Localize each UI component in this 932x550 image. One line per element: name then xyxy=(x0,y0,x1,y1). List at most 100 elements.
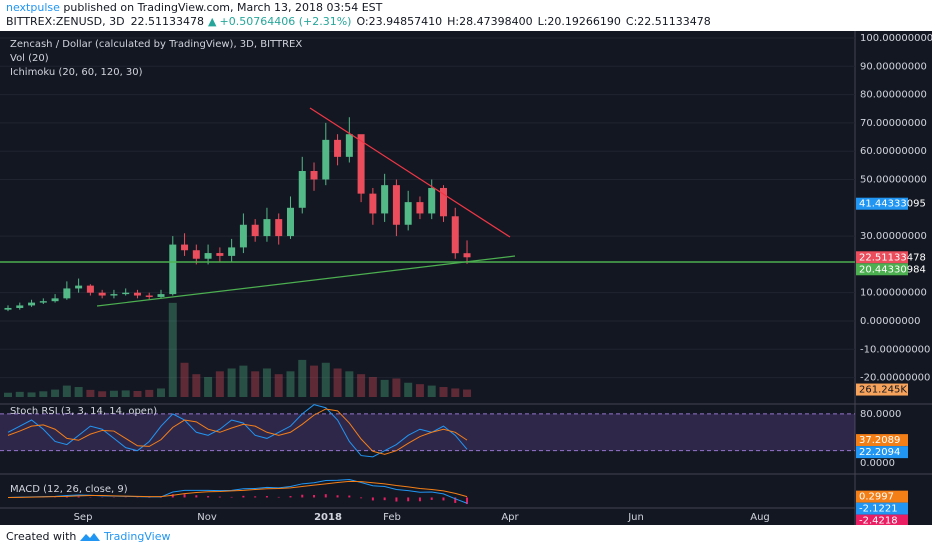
volume-bar xyxy=(15,391,24,397)
volume-bar xyxy=(133,391,142,397)
volume-bar xyxy=(157,388,166,397)
volume-bar xyxy=(145,389,154,397)
up-arrow: ▲ xyxy=(208,15,217,28)
x-tick-label: Aug xyxy=(750,512,770,523)
hist-bar xyxy=(454,497,457,503)
candle-body xyxy=(369,193,377,214)
hist-bar xyxy=(171,494,174,498)
hist-bar xyxy=(65,496,68,498)
hist-bar xyxy=(301,494,304,498)
candle-body xyxy=(286,207,294,237)
candle-body xyxy=(228,247,236,256)
candle-body xyxy=(169,244,177,295)
brand[interactable]: TradingView xyxy=(103,530,170,543)
price-marker xyxy=(856,490,908,503)
candle-body xyxy=(16,305,24,308)
volume-bar xyxy=(380,379,389,397)
y-tick-label: 30.00000000 xyxy=(860,231,927,242)
candle-body xyxy=(192,250,200,259)
publish-line: nextpulse published on TradingView.com, … xyxy=(6,1,383,14)
volume-bar xyxy=(392,378,401,397)
logo xyxy=(80,533,100,541)
macd-line xyxy=(7,480,468,498)
x-tick-label: 2018 xyxy=(314,512,342,523)
volume-marker-label: 261.245K xyxy=(859,385,907,396)
price-marker xyxy=(856,197,908,210)
high: H:28.47398400 xyxy=(447,15,532,28)
hist-bar xyxy=(395,497,398,502)
candle-body xyxy=(334,139,342,157)
hist-bar xyxy=(313,495,316,498)
hist-bar xyxy=(360,497,363,499)
volume-marker xyxy=(856,383,908,396)
hist-bar xyxy=(407,497,410,502)
price-marker-label: -2.4218 xyxy=(859,516,898,527)
volume-bar xyxy=(333,368,342,397)
y-tick-label: 70.00000000 xyxy=(860,118,927,129)
volume-bar xyxy=(39,391,48,397)
hist-bar xyxy=(383,497,386,501)
hist-bar xyxy=(348,495,351,498)
x-tick-label: Nov xyxy=(197,512,217,523)
volume-bar xyxy=(27,392,36,397)
x-tick-label: Feb xyxy=(383,512,401,523)
price-marker-label: 37.2089 xyxy=(859,435,900,446)
candle-body xyxy=(4,307,12,310)
y-tick-label: 0.00000000 xyxy=(860,316,920,327)
y-tick-label: 60.00000000 xyxy=(860,146,927,157)
volume-bar xyxy=(321,362,330,397)
candle-body xyxy=(51,298,59,302)
candle-body xyxy=(345,134,353,157)
price-marker xyxy=(856,502,908,515)
volume-bar xyxy=(4,392,12,397)
candle-body xyxy=(310,170,318,180)
band-fill xyxy=(0,413,855,451)
price-marker-label: 22.2094 xyxy=(859,447,900,458)
candle-body xyxy=(251,224,259,237)
candle-body xyxy=(416,202,424,214)
candle-body xyxy=(451,216,459,254)
volume-bar xyxy=(463,389,472,397)
volume-bar xyxy=(368,377,377,397)
y-tick-label: 10.00000000 xyxy=(860,288,927,299)
hist-bar xyxy=(195,495,198,498)
hist-bar xyxy=(277,496,280,498)
macd-line xyxy=(7,478,468,504)
price-marker-label: 22.51133478 xyxy=(859,252,926,263)
volume-bar xyxy=(180,362,189,397)
author[interactable]: nextpulse xyxy=(6,1,60,14)
candle-body xyxy=(381,185,389,214)
hist-bar xyxy=(289,496,292,498)
volume-bar xyxy=(168,302,177,397)
candle-body xyxy=(133,292,141,296)
stoch-line xyxy=(7,404,468,458)
volume-bar xyxy=(251,371,260,397)
candle-body xyxy=(157,294,165,297)
hist-bar xyxy=(324,494,327,498)
volume-bar xyxy=(262,368,271,397)
pane-title: Stoch RSI (3, 3, 14, 14, open) xyxy=(10,406,157,417)
y-tick-label: 50.00000000 xyxy=(860,174,927,185)
price-marker xyxy=(856,263,908,276)
candle-body xyxy=(110,294,118,296)
volume-bar xyxy=(286,371,295,397)
change: +0.50764406 (+2.31%) xyxy=(220,15,352,28)
hist-bar xyxy=(466,497,469,505)
trendline-support xyxy=(96,255,516,307)
x-tick-label: Apr xyxy=(501,512,519,523)
hist-bar xyxy=(254,496,257,498)
volume-bar xyxy=(274,374,283,397)
footer-bar xyxy=(0,525,932,550)
volume-bar xyxy=(227,368,236,397)
candle-body xyxy=(404,202,412,225)
symbol: BITTREX:ZENUSD, 3D xyxy=(6,15,125,28)
volume-bar xyxy=(404,382,413,397)
y-tick-label: -10.00000000 xyxy=(860,344,930,355)
candle-body xyxy=(122,292,130,295)
hist-bar xyxy=(442,497,445,501)
y-tick-label: 80.0000 xyxy=(860,409,901,420)
hist-bar xyxy=(371,497,374,501)
candle-body xyxy=(216,253,224,256)
y-tick-label: 80.00000000 xyxy=(860,90,927,101)
volume-bar xyxy=(51,389,60,397)
